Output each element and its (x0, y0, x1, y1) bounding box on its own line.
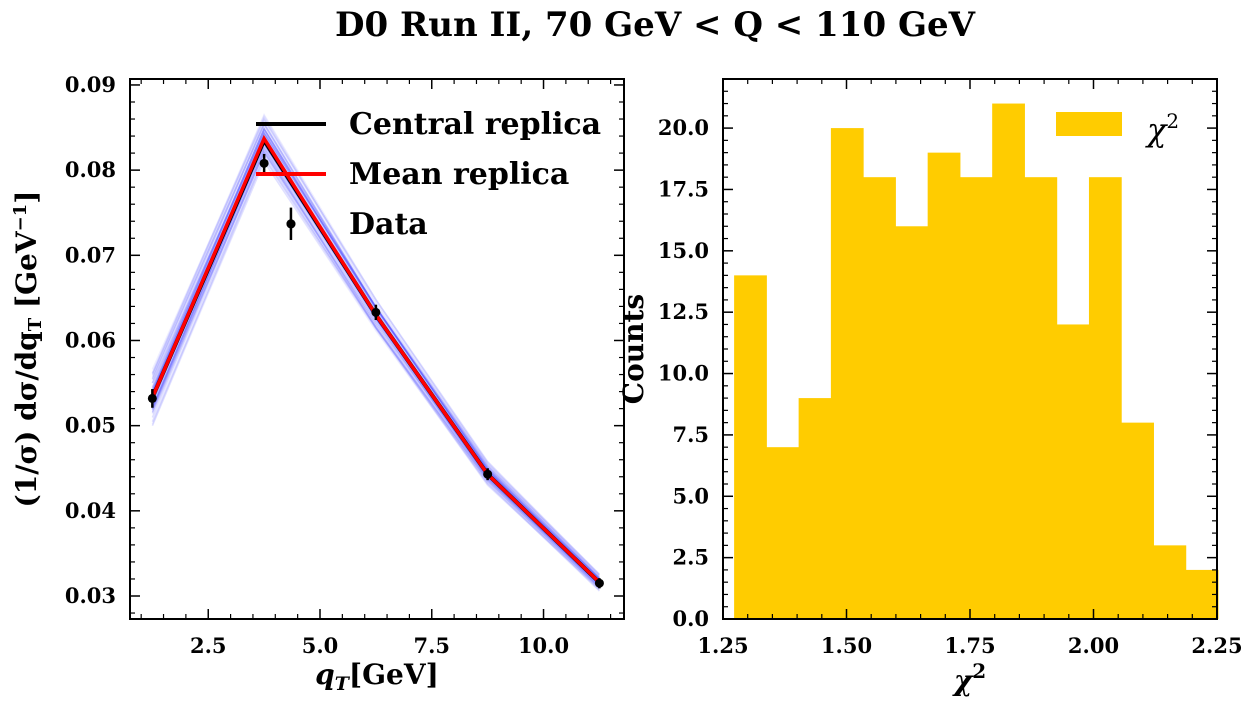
y-tick-label: 0.07 (65, 242, 116, 267)
data-point (483, 469, 493, 479)
right-panel-chi2-histogram: 1.25 1.50 1.75 2.00 2.25 0.0 2.5 5.0 7.5 10.0 12.5… (617, 78, 1243, 697)
y-tick-label: 17.5 (658, 176, 709, 201)
right-axis-ticks: 1.25 1.50 1.75 2.00 2.25 0.0 2.5 5.0 7.5 10.0 12.5… (658, 78, 1243, 658)
legend-marker-swatch (286, 219, 296, 229)
histogram-bar (863, 177, 896, 619)
replica-line (151, 117, 600, 575)
replica-line (151, 156, 600, 592)
y-tick-label: 0.09 (65, 72, 116, 97)
replica-line (151, 150, 600, 587)
histogram-bar (1088, 177, 1122, 619)
replica-line (151, 151, 600, 589)
histogram-bar (830, 128, 864, 619)
histogram-bar (992, 103, 1025, 619)
y-tick-label: 0.06 (65, 327, 116, 352)
y-tick-label: 5.0 (672, 483, 709, 508)
x-tick-label: 1.25 (697, 633, 748, 658)
y-tick-label: 0.05 (65, 413, 116, 438)
histogram-bar (1153, 545, 1187, 619)
replica-line (151, 156, 600, 591)
histogram-bar (798, 398, 832, 619)
histogram-bar (927, 152, 961, 620)
histogram-bar (734, 275, 767, 619)
x-tick-label: 10.0 (518, 633, 569, 658)
data-point (594, 578, 604, 588)
histogram-bar (766, 447, 800, 619)
replica-line (151, 146, 600, 586)
y-tick-label: 12.5 (658, 299, 709, 324)
legend-entry-label: Data (349, 207, 428, 242)
legend-bar-swatch (1056, 112, 1122, 136)
x-tick-label: 5.0 (302, 633, 339, 658)
replica-line (151, 146, 600, 587)
replica-line (151, 152, 600, 591)
right-y-axis-label: Counts (617, 294, 650, 404)
replica-line (151, 149, 600, 589)
y-tick-label: 7.5 (672, 422, 709, 447)
y-tick-label: 0.04 (65, 498, 116, 523)
legend-entry-label: Mean replica (349, 157, 569, 192)
data-point (259, 158, 269, 168)
x-tick-label: 7.5 (413, 633, 450, 658)
y-tick-label: 0.08 (65, 157, 116, 182)
histogram-bar (1024, 177, 1058, 619)
histogram-bar (959, 177, 993, 619)
y-tick-label: 0.03 (65, 583, 116, 608)
left-panel-qt-distribution: 2.5 5.0 7.5 10.0 0.03 0.04 0.05 0.06 0.07 0.08 0.0… (10, 72, 625, 695)
left-y-axis-label: (1/σ) dσ/dqT [GeV−1] (10, 191, 46, 508)
replica-line (151, 115, 600, 576)
legend-entry-label: Central replica (349, 107, 601, 142)
histogram-bar (895, 226, 929, 620)
replica-line (151, 114, 600, 576)
left-legend: Central replica Mean replica Data (256, 107, 601, 242)
replica-line (151, 156, 600, 588)
y-tick-label: 0.0 (672, 606, 709, 631)
y-tick-label: 10.0 (658, 361, 709, 386)
x-tick-label: 2.00 (1068, 633, 1119, 658)
histogram-bar (1056, 324, 1090, 619)
x-tick-label: 1.75 (944, 633, 995, 658)
replica-line (151, 159, 600, 592)
data-point (371, 307, 381, 317)
left-x-axis-label: qT[GeV] (315, 658, 439, 695)
data-points (147, 153, 604, 589)
left-plot-frame (129, 78, 625, 620)
histogram-bars (734, 103, 1219, 620)
y-tick-label: 20.0 (658, 115, 709, 140)
y-tick-label: 2.5 (672, 545, 709, 570)
x-tick-label: 2.25 (1191, 633, 1242, 658)
replica-line (151, 113, 600, 575)
data-point (147, 393, 157, 403)
left-axis-ticks: 2.5 5.0 7.5 10.0 0.03 0.04 0.05 0.06 0.07 0.08 0.0… (65, 72, 624, 658)
replica-line (151, 146, 600, 589)
replica-line (151, 118, 600, 577)
replica-line (151, 153, 600, 589)
x-tick-label: 2.5 (190, 633, 227, 658)
x-tick-label: 1.50 (821, 633, 872, 658)
replica-line (151, 159, 600, 590)
right-legend: χ2 (1056, 109, 1179, 149)
y-tick-label: 15.0 (658, 238, 709, 263)
histogram-bar (1121, 422, 1154, 619)
legend-entry-label: χ2 (1145, 109, 1179, 149)
figure-title: D0 Run II, 70 GeV < Q < 110 GeV (335, 5, 976, 45)
